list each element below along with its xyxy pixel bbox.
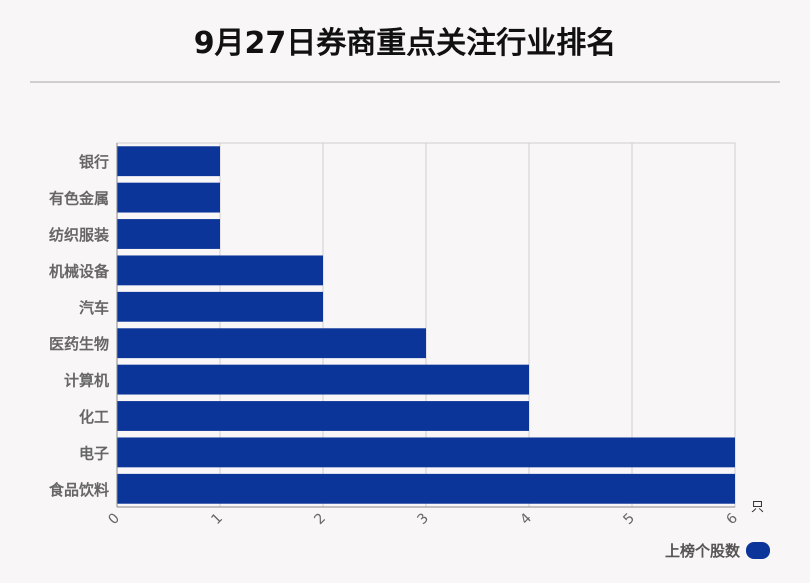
category-label: 电子 xyxy=(79,444,109,462)
legend-swatch xyxy=(746,542,770,559)
x-tick-label: 4 xyxy=(517,510,535,528)
category-label: 计算机 xyxy=(64,372,109,390)
category-label: 食品饮料 xyxy=(49,481,109,499)
bar xyxy=(117,437,735,468)
bar xyxy=(117,255,323,286)
legend-label: 上榜个股数 xyxy=(664,542,740,560)
chart-title: 9月27日券商重点关注行业排名 xyxy=(193,26,617,61)
category-label: 银行 xyxy=(79,153,109,171)
bar xyxy=(117,291,323,322)
category-label: 化工 xyxy=(79,408,109,426)
category-label: 纺织服装 xyxy=(49,226,110,244)
category-label: 汽车 xyxy=(79,299,109,317)
category-label: 医药生物 xyxy=(49,335,109,353)
x-tick-label: 2 xyxy=(311,510,329,528)
bar xyxy=(117,473,735,504)
category-label: 有色金属 xyxy=(49,190,109,208)
x-tick-label: 3 xyxy=(414,510,432,528)
bar xyxy=(117,328,426,359)
bar xyxy=(117,364,529,395)
bar xyxy=(117,182,220,213)
title-divider xyxy=(30,81,780,83)
legend: 上榜个股数 xyxy=(665,540,770,561)
x-tick-label: 1 xyxy=(208,510,226,528)
x-tick-label: 5 xyxy=(620,510,638,528)
bar xyxy=(117,219,220,249)
category-label: 机械设备 xyxy=(49,262,110,280)
x-tick-label: 6 xyxy=(723,510,741,528)
bar xyxy=(117,146,220,177)
bar xyxy=(117,401,529,431)
x-tick-label: 0 xyxy=(105,510,123,528)
x-unit-label: 只 xyxy=(751,500,764,515)
